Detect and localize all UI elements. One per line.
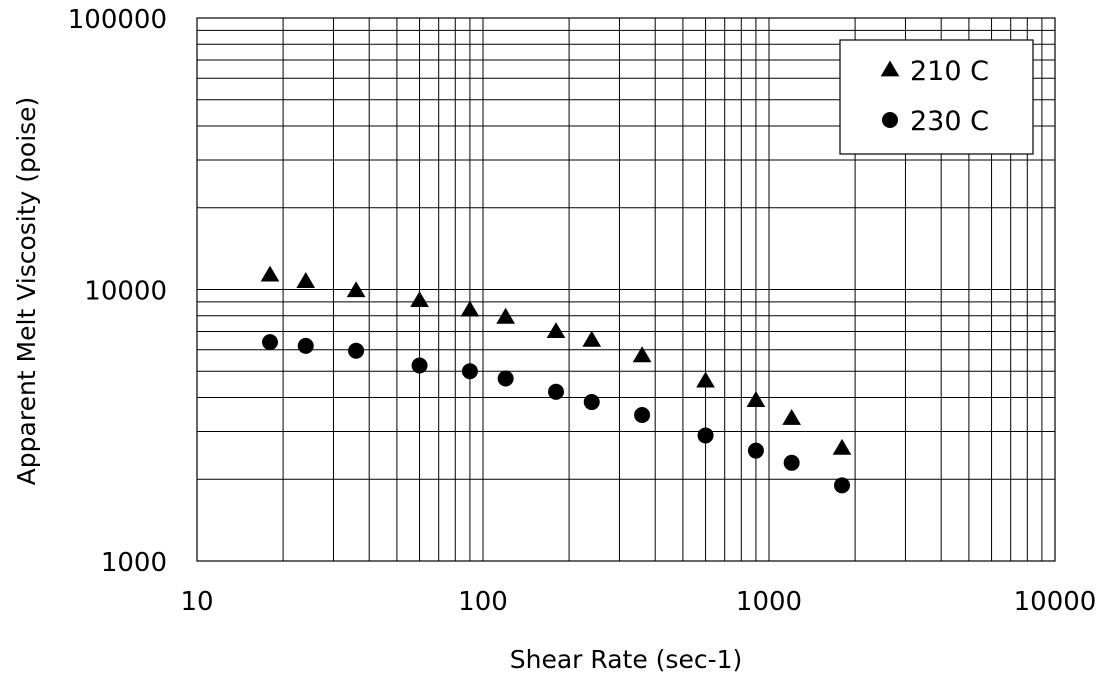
series-2-point: [348, 342, 365, 359]
x-tick-label: 1000: [736, 587, 802, 617]
plot-frame: [196, 17, 1056, 562]
y-tick-labels: 1000 10000 100000: [68, 5, 167, 578]
series-1-point: [296, 272, 316, 288]
legend: 210 C 230 C: [839, 39, 1034, 155]
series-1-point: [460, 300, 480, 317]
series-1-point: [496, 307, 515, 324]
legend-label-2: 230 C: [910, 106, 989, 137]
y-tick-label: 10000: [84, 277, 167, 307]
x-tick-labels: 10 100 1000 10000: [180, 587, 1096, 617]
series-1-point: [782, 408, 801, 425]
series-2-point: [634, 406, 651, 423]
legend-label-1: 210 C: [910, 56, 989, 87]
series-1-point: [346, 281, 366, 298]
series-2-point: [583, 394, 600, 411]
series-1-point: [746, 391, 766, 407]
series-2-point: [411, 357, 428, 374]
series-2-point: [297, 337, 314, 354]
series-2-point: [783, 454, 800, 471]
series-2-point: [747, 442, 764, 459]
x-tick-label: 100: [458, 587, 508, 617]
legend-marker-1: [880, 60, 900, 77]
x-axis-title: Shear Rate (sec-1): [510, 645, 743, 674]
series-2-point: [497, 370, 514, 387]
data-markers: [260, 265, 852, 494]
series-1-point: [582, 330, 602, 347]
series-2-point: [461, 363, 478, 380]
x-tick-label: 10000: [1014, 587, 1097, 617]
series-1-point: [260, 265, 280, 282]
y-tick-label: 1000: [101, 548, 167, 578]
y-tick-label: 100000: [68, 5, 167, 35]
series-2-point: [262, 334, 279, 351]
series-1-point: [632, 346, 652, 363]
y-axis-title: Apparent Melt Viscosity (poise): [12, 97, 41, 486]
series-2-point: [548, 383, 565, 400]
x-tick-label: 10: [180, 587, 213, 617]
grid: [196, 18, 1055, 562]
series-1-point: [832, 438, 852, 455]
legend-box: [839, 39, 1034, 155]
series-2-point: [834, 477, 851, 494]
series-2-point: [697, 427, 714, 444]
series-1-point: [546, 322, 566, 338]
series-1-point: [410, 291, 429, 308]
series-1-point: [696, 371, 715, 388]
legend-marker-2: [882, 112, 898, 128]
